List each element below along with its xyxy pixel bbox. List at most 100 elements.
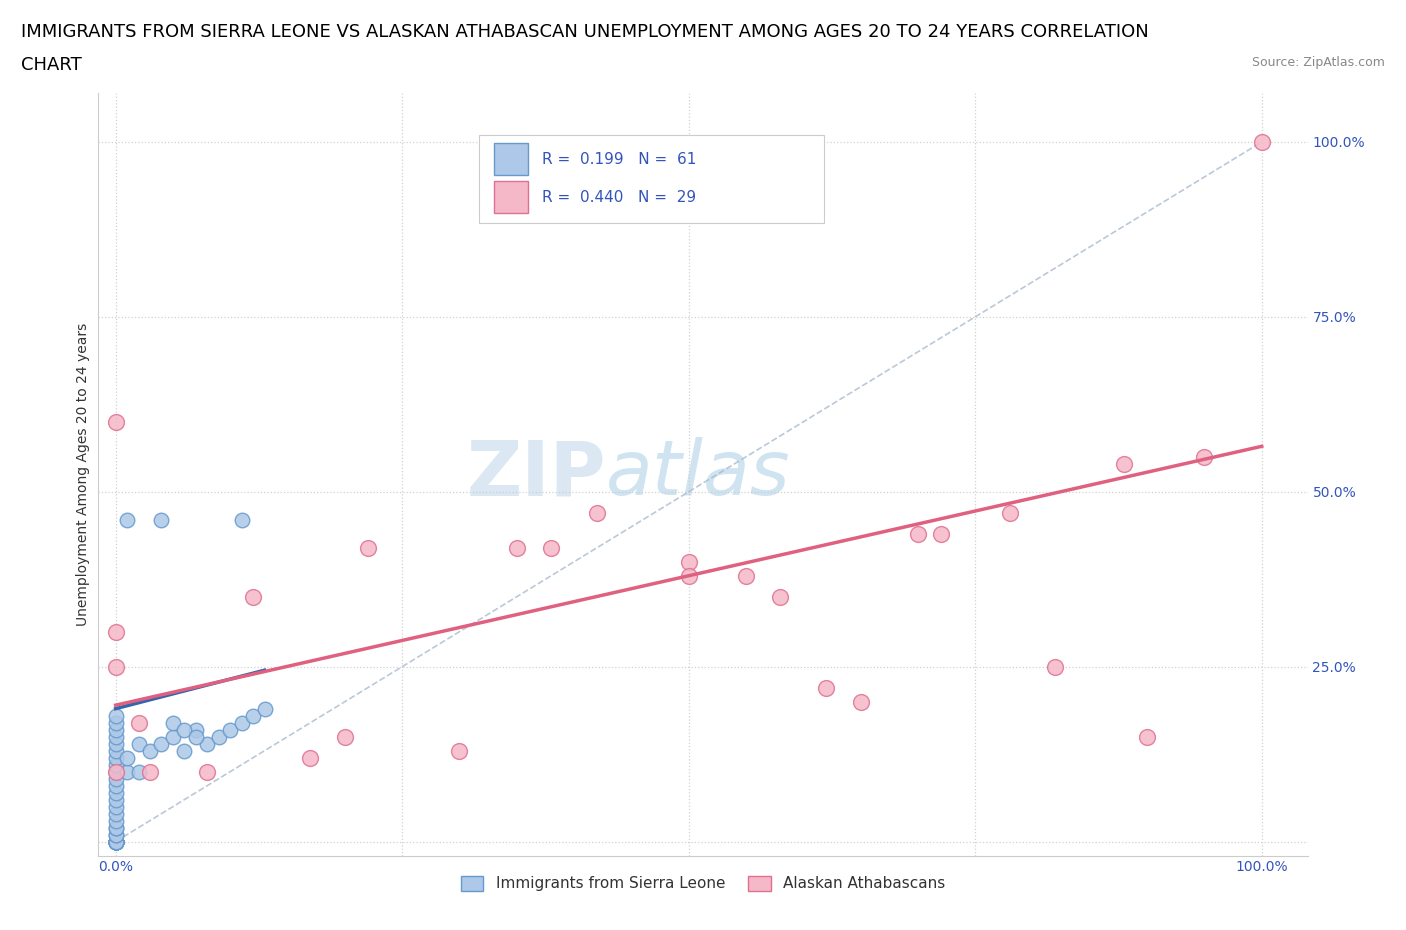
Point: [998, 505, 1021, 520]
Point: [1136, 729, 1159, 744]
Point: [208, 729, 231, 744]
Point: [1194, 449, 1216, 464]
Point: [1114, 457, 1136, 472]
Point: [104, 820, 127, 835]
FancyBboxPatch shape: [479, 135, 824, 222]
Point: [104, 834, 127, 849]
Point: [195, 737, 218, 751]
Point: [104, 834, 127, 849]
Point: [104, 757, 127, 772]
Point: [849, 694, 872, 709]
Point: [104, 751, 127, 765]
Point: [104, 834, 127, 849]
Point: [104, 834, 127, 849]
Point: [299, 751, 322, 765]
Point: [104, 813, 127, 828]
Point: [104, 723, 127, 737]
Point: [162, 715, 184, 730]
Point: [162, 729, 184, 744]
Point: [104, 834, 127, 849]
Point: [104, 799, 127, 814]
Text: IMMIGRANTS FROM SIERRA LEONE VS ALASKAN ATHABASCAN UNEMPLOYMENT AMONG AGES 20 TO: IMMIGRANTS FROM SIERRA LEONE VS ALASKAN …: [21, 23, 1149, 41]
Point: [929, 526, 952, 541]
Point: [253, 701, 276, 716]
Point: [104, 834, 127, 849]
Point: [115, 764, 138, 779]
Point: [139, 743, 162, 758]
Point: [104, 806, 127, 821]
Legend: Immigrants from Sierra Leone, Alaskan Athabascans: Immigrants from Sierra Leone, Alaskan At…: [454, 870, 952, 897]
Text: R =  0.199   N =  61: R = 0.199 N = 61: [543, 152, 696, 166]
Point: [540, 540, 562, 555]
Point: [104, 624, 127, 639]
Point: [184, 729, 207, 744]
Point: [104, 827, 127, 842]
Point: [104, 709, 127, 724]
Point: [678, 554, 700, 569]
Point: [104, 834, 127, 849]
Point: [357, 540, 380, 555]
Point: [104, 771, 127, 786]
Point: [115, 512, 138, 527]
Point: [104, 834, 127, 849]
Point: [139, 764, 162, 779]
Point: [104, 659, 127, 674]
Point: [104, 764, 127, 779]
Point: [242, 590, 264, 604]
Point: [173, 743, 195, 758]
Text: ZIP: ZIP: [467, 437, 606, 512]
Point: [219, 723, 242, 737]
Point: [735, 568, 758, 583]
Point: [104, 820, 127, 835]
Point: [104, 834, 127, 849]
Point: [586, 505, 609, 520]
Point: [1045, 659, 1067, 674]
Point: [104, 743, 127, 758]
Point: [104, 415, 127, 430]
Point: [104, 834, 127, 849]
Point: [242, 709, 264, 724]
Point: [449, 743, 471, 758]
Point: [104, 785, 127, 800]
Point: [104, 834, 127, 849]
Point: [104, 834, 127, 849]
Point: [815, 680, 838, 695]
Point: [1250, 135, 1272, 150]
Point: [104, 834, 127, 849]
Point: [104, 834, 127, 849]
Point: [128, 715, 150, 730]
Point: [907, 526, 929, 541]
Point: [104, 778, 127, 793]
Point: [506, 540, 529, 555]
FancyBboxPatch shape: [494, 143, 527, 176]
Point: [150, 737, 173, 751]
Point: [769, 590, 792, 604]
Text: R =  0.440   N =  29: R = 0.440 N = 29: [543, 190, 696, 205]
Point: [104, 834, 127, 849]
Point: [104, 737, 127, 751]
Point: [231, 715, 253, 730]
Point: [678, 568, 700, 583]
Point: [231, 512, 253, 527]
FancyBboxPatch shape: [494, 181, 527, 214]
Point: [128, 737, 150, 751]
Point: [104, 834, 127, 849]
Point: [104, 834, 127, 849]
Point: [104, 834, 127, 849]
Text: CHART: CHART: [21, 56, 82, 73]
Point: [104, 729, 127, 744]
Point: [150, 512, 173, 527]
Point: [115, 751, 138, 765]
Point: [104, 792, 127, 807]
Text: atlas: atlas: [606, 437, 790, 512]
Point: [104, 827, 127, 842]
Point: [104, 834, 127, 849]
Point: [184, 723, 207, 737]
Point: [104, 834, 127, 849]
Point: [195, 764, 218, 779]
Point: [128, 764, 150, 779]
Text: Source: ZipAtlas.com: Source: ZipAtlas.com: [1251, 56, 1385, 69]
Point: [104, 715, 127, 730]
Y-axis label: Unemployment Among Ages 20 to 24 years: Unemployment Among Ages 20 to 24 years: [76, 323, 90, 626]
Point: [104, 764, 127, 779]
